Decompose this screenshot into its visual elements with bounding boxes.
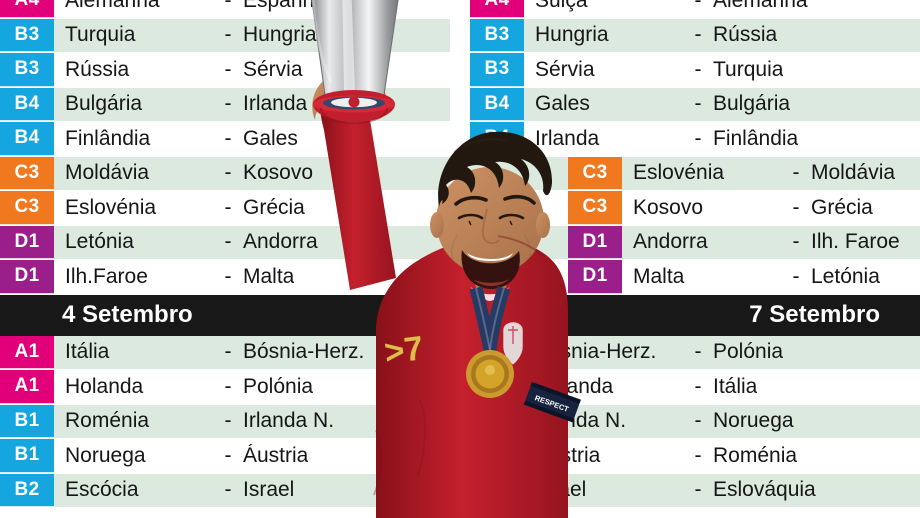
svg-text:>7: >7 (382, 329, 425, 371)
